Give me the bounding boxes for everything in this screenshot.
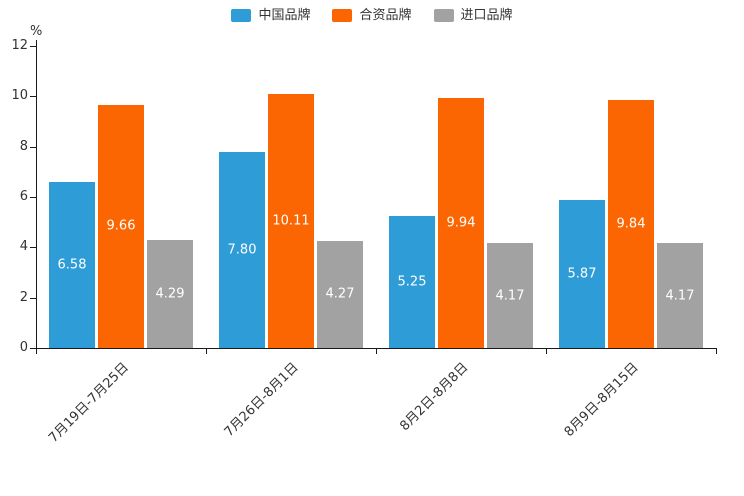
bar-value-label: 5.87 — [567, 266, 597, 282]
legend-swatch-icon — [332, 9, 353, 22]
bar-series1-cat1: 6.58 — [49, 182, 95, 348]
y-tick-label: 0 — [19, 340, 28, 355]
y-axis-unit-label: % — [30, 24, 43, 39]
legend-swatch-icon — [433, 9, 454, 22]
bar-value-label: 9.66 — [106, 218, 136, 234]
y-tick-label: 10 — [11, 88, 28, 104]
bar-series3-cat4: 4.17 — [657, 243, 703, 348]
bar-value-label: 9.84 — [616, 216, 646, 232]
y-tick-mark — [30, 146, 36, 148]
bar-value-label: 4.27 — [325, 286, 355, 302]
x-tick-mark — [376, 348, 377, 354]
y-tick-label: 8 — [19, 138, 28, 154]
y-tick-mark — [30, 247, 36, 249]
bar-series2-cat2: 10.11 — [268, 93, 314, 348]
bar-value-label: 4.17 — [665, 288, 695, 304]
bar-value-label: 4.29 — [155, 286, 185, 302]
x-axis-label-1: 7月19日-7月25日 — [45, 360, 132, 446]
bar-group-3: 5.25 9.94 4.17 — [376, 46, 546, 348]
y-tick-mark — [30, 96, 36, 98]
bar-series1-cat4: 5.87 — [559, 200, 605, 348]
bar-series2-cat1: 9.66 — [98, 104, 144, 348]
y-tick-label: 2 — [19, 289, 28, 305]
y-tick-mark — [30, 197, 36, 198]
y-tick-mark — [30, 297, 36, 299]
legend-item-series2[interactable]: 合资品牌 — [332, 8, 412, 23]
y-tick-label: 6 — [19, 189, 28, 204]
x-axis-label-2: 7月26日-8月1日 — [221, 360, 302, 440]
bar-group-1: 6.58 9.66 4.29 — [36, 46, 206, 348]
bar-series2-cat3: 9.94 — [438, 97, 484, 348]
bar-groups: 6.58 9.66 4.29 7.80 10.11 4.27 5.25 9.94 4.17 5.8… — [36, 46, 716, 348]
legend-swatch-icon — [231, 9, 252, 22]
bar-value-label: 10.11 — [272, 213, 310, 229]
bar-series1-cat3: 5.25 — [389, 215, 435, 348]
bar-value-label: 7.80 — [227, 242, 257, 258]
bar-value-label: 6.58 — [57, 257, 87, 273]
x-axis-label-3: 8月2日-8月8日 — [397, 360, 472, 435]
legend-item-label: 中国品牌 — [258, 8, 311, 23]
bar-group-4: 5.87 9.84 4.17 — [546, 46, 716, 348]
legend-item-series1[interactable]: 中国品牌 — [231, 9, 310, 22]
legend-item-series3[interactable]: 进口品牌 — [433, 8, 513, 23]
y-tick-label: 12 — [11, 38, 28, 53]
bar-series3-cat1: 4.29 — [147, 240, 193, 348]
y-tick-label: 4 — [19, 239, 28, 255]
x-tick-mark — [716, 348, 717, 354]
legend-item-label: 进口品牌 — [460, 8, 513, 23]
x-tick-mark — [206, 348, 207, 354]
x-tick-mark — [546, 348, 547, 354]
y-tick-mark — [30, 348, 36, 349]
y-tick-mark — [30, 46, 36, 47]
x-axis-label-4: 8月9日-8月15日 — [561, 360, 642, 440]
bar-series3-cat2: 4.27 — [317, 240, 363, 348]
bar-series1-cat2: 7.80 — [219, 151, 265, 348]
legend: 中国品牌 合资品牌 进口品牌 — [0, 9, 744, 22]
bar-value-label: 9.94 — [446, 215, 476, 231]
legend-item-label: 合资品牌 — [359, 8, 412, 23]
bar-value-label: 5.25 — [397, 274, 427, 290]
bar-group-2: 7.80 10.11 4.27 — [206, 46, 376, 348]
bar-series2-cat4: 9.84 — [608, 100, 654, 348]
x-tick-mark — [36, 348, 37, 354]
bar-value-label: 4.17 — [495, 288, 525, 304]
y-axis-line — [36, 40, 37, 348]
bar-series3-cat3: 4.17 — [487, 243, 533, 348]
